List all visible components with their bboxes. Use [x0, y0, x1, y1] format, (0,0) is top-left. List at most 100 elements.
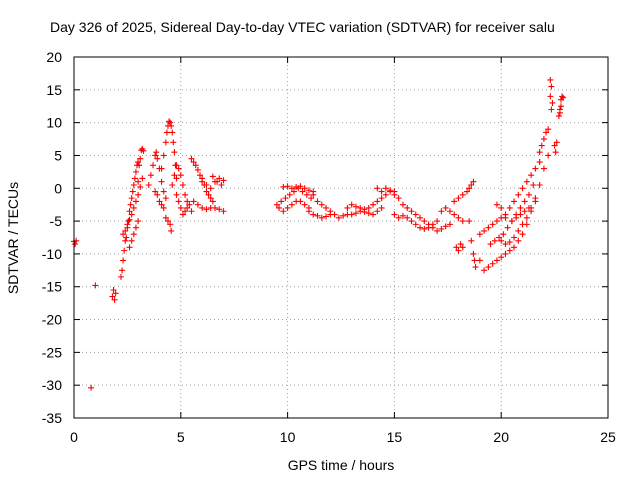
- data-point: [166, 118, 173, 125]
- data-point: [177, 204, 184, 211]
- data-point: [523, 178, 530, 185]
- data-point: [378, 195, 385, 202]
- data-point: [399, 212, 406, 219]
- data-point: [182, 208, 189, 215]
- data-point: [284, 204, 291, 211]
- data-point: [466, 218, 473, 225]
- data-point: [168, 227, 175, 234]
- data-point: [301, 185, 308, 192]
- data-point: [489, 221, 496, 228]
- data-point: [491, 237, 498, 244]
- data-point: [291, 188, 298, 195]
- data-point: [498, 237, 505, 244]
- data-point: [559, 93, 566, 100]
- data-point: [528, 172, 535, 179]
- data-point: [129, 188, 136, 195]
- x-tick-label: 5: [177, 429, 185, 445]
- data-point: [308, 195, 315, 202]
- data-point: [555, 113, 562, 120]
- data-point: [192, 162, 199, 169]
- data-point: [154, 191, 161, 198]
- data-point: [532, 165, 539, 172]
- data-point: [314, 212, 321, 219]
- data-point: [459, 191, 466, 198]
- data-point: [128, 195, 135, 202]
- data-point: [154, 155, 161, 162]
- data-point: [207, 195, 214, 202]
- data-point: [547, 93, 554, 100]
- data-point: [132, 168, 139, 175]
- data-point: [466, 185, 473, 192]
- data-point: [125, 218, 132, 225]
- data-point: [170, 139, 177, 146]
- y-tick-label: -25: [42, 344, 62, 360]
- data-point: [412, 211, 419, 218]
- data-point: [126, 208, 133, 215]
- data-point: [297, 198, 304, 205]
- data-point: [305, 187, 312, 194]
- data-point: [72, 241, 79, 248]
- data-point: [521, 208, 528, 215]
- data-point: [391, 188, 398, 195]
- data-point: [370, 211, 377, 218]
- y-tick-label: -20: [42, 312, 62, 328]
- data-point: [188, 208, 195, 215]
- data-point: [523, 214, 530, 221]
- data-point: [468, 237, 475, 244]
- data-point: [160, 188, 167, 195]
- data-point: [500, 231, 507, 238]
- data-point: [536, 149, 543, 156]
- data-point: [493, 257, 500, 264]
- data-point: [506, 247, 513, 254]
- data-points: [71, 76, 567, 391]
- x-tick-labels: 0 5 10 15 20 25: [70, 429, 616, 445]
- y-tick-label: -30: [42, 377, 62, 393]
- x-tick-label: 20: [493, 429, 509, 445]
- data-point: [344, 204, 351, 211]
- data-point: [374, 198, 381, 205]
- data-point: [352, 210, 359, 217]
- data-point: [197, 172, 204, 179]
- data-point: [506, 204, 513, 211]
- data-point: [209, 173, 216, 180]
- data-point: [109, 293, 116, 300]
- data-point: [429, 224, 436, 231]
- data-point: [502, 250, 509, 257]
- data-point: [218, 181, 225, 188]
- data-point: [470, 178, 477, 185]
- data-point: [395, 195, 402, 202]
- data-point: [314, 198, 321, 205]
- data-point: [132, 224, 139, 231]
- data-point: [551, 142, 558, 149]
- data-point: [508, 218, 515, 225]
- data-point: [442, 204, 449, 211]
- data-point: [199, 178, 206, 185]
- data-point: [310, 211, 317, 218]
- data-point: [556, 109, 563, 116]
- data-point: [408, 208, 415, 215]
- data-point: [211, 204, 218, 211]
- data-point: [513, 214, 520, 221]
- data-point: [425, 221, 432, 228]
- data-point: [88, 384, 95, 391]
- data-point: [216, 175, 223, 182]
- data-point: [404, 214, 411, 221]
- chart-title: Day 326 of 2025, Sidereal Day-to-day VTE…: [50, 19, 555, 35]
- data-point: [286, 191, 293, 198]
- data-point: [169, 181, 176, 188]
- data-point: [162, 195, 169, 202]
- data-point: [485, 264, 492, 271]
- data-point: [498, 204, 505, 211]
- data-point: [199, 204, 206, 211]
- data-point: [112, 290, 119, 297]
- data-point: [382, 185, 389, 192]
- data-point: [128, 211, 135, 218]
- data-point: [511, 244, 518, 251]
- x-tick-label: 0: [70, 429, 78, 445]
- data-point: [545, 152, 552, 159]
- data-point: [327, 211, 334, 218]
- y-tick-label: 0: [54, 180, 62, 196]
- data-point: [361, 208, 368, 215]
- data-point: [124, 221, 131, 228]
- plot-frame: [73, 56, 609, 419]
